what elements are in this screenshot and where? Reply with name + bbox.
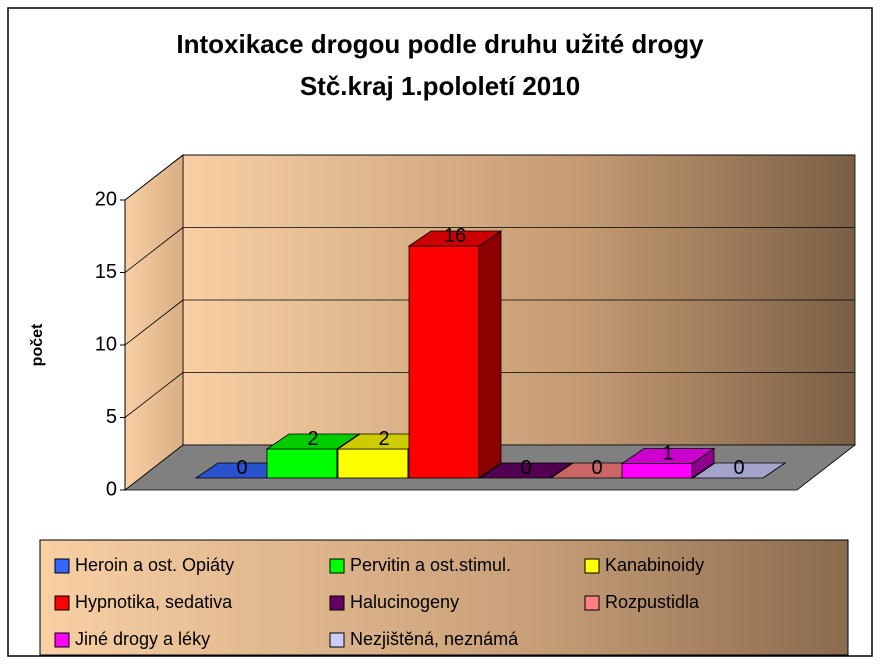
y-tick-label: 5: [106, 406, 117, 428]
bar-top: [265, 433, 361, 450]
data-label: 1: [662, 442, 673, 464]
legend-swatch: [329, 558, 345, 574]
bar: [337, 448, 409, 479]
grid-line: [124, 299, 184, 346]
bar-top: [478, 462, 574, 479]
data-label: 2: [307, 428, 318, 450]
legend-swatch: [54, 558, 70, 574]
legend-swatch: [54, 632, 70, 648]
chart-title: Intoxikace drogou podle druhu užité drog…: [176, 29, 704, 59]
legend-label: Halucinogeny: [350, 592, 459, 612]
data-label: 0: [520, 457, 531, 479]
bar-side: [478, 230, 502, 479]
bar: [408, 245, 480, 479]
grid-line: [124, 372, 184, 418]
data-label: 0: [236, 457, 247, 479]
bar-top: [407, 230, 503, 247]
legend-swatch: [329, 632, 345, 648]
chart-subtitle: Stč.kraj 1.pololetí 2010: [300, 71, 580, 101]
bar: [266, 448, 338, 479]
legend-label: Nezjištěná, neznámá: [350, 629, 519, 649]
legend-label: Jiné drogy a léky: [75, 629, 210, 649]
data-label: 16: [444, 225, 466, 247]
legend-swatch: [329, 595, 345, 611]
data-label: 0: [733, 457, 744, 479]
y-tick-label: 10: [95, 333, 117, 355]
legend-label: Heroin a ost. Opiáty: [75, 555, 234, 575]
legend-label: Rozpustidla: [605, 592, 700, 612]
legend-swatch: [584, 595, 600, 611]
bar: [621, 463, 693, 479]
grid-line: [124, 227, 184, 273]
legend-swatch: [584, 558, 600, 574]
y-axis-label: počet: [29, 323, 46, 366]
data-label: 2: [378, 428, 389, 450]
y-tick-label: 20: [95, 188, 117, 210]
data-label: 0: [591, 457, 602, 479]
legend-label: Pervitin a ost.stimul.: [350, 555, 511, 575]
legend-label: Hypnotika, sedativa: [75, 592, 233, 612]
legend-label: Kanabinoidy: [605, 555, 704, 575]
grid-line: [124, 154, 184, 201]
bar-top: [691, 462, 787, 479]
y-tick-label: 0: [106, 478, 117, 500]
legend-swatch: [54, 595, 70, 611]
bar-top: [620, 448, 716, 464]
y-tick-label: 15: [95, 261, 117, 283]
legend: [39, 539, 849, 656]
